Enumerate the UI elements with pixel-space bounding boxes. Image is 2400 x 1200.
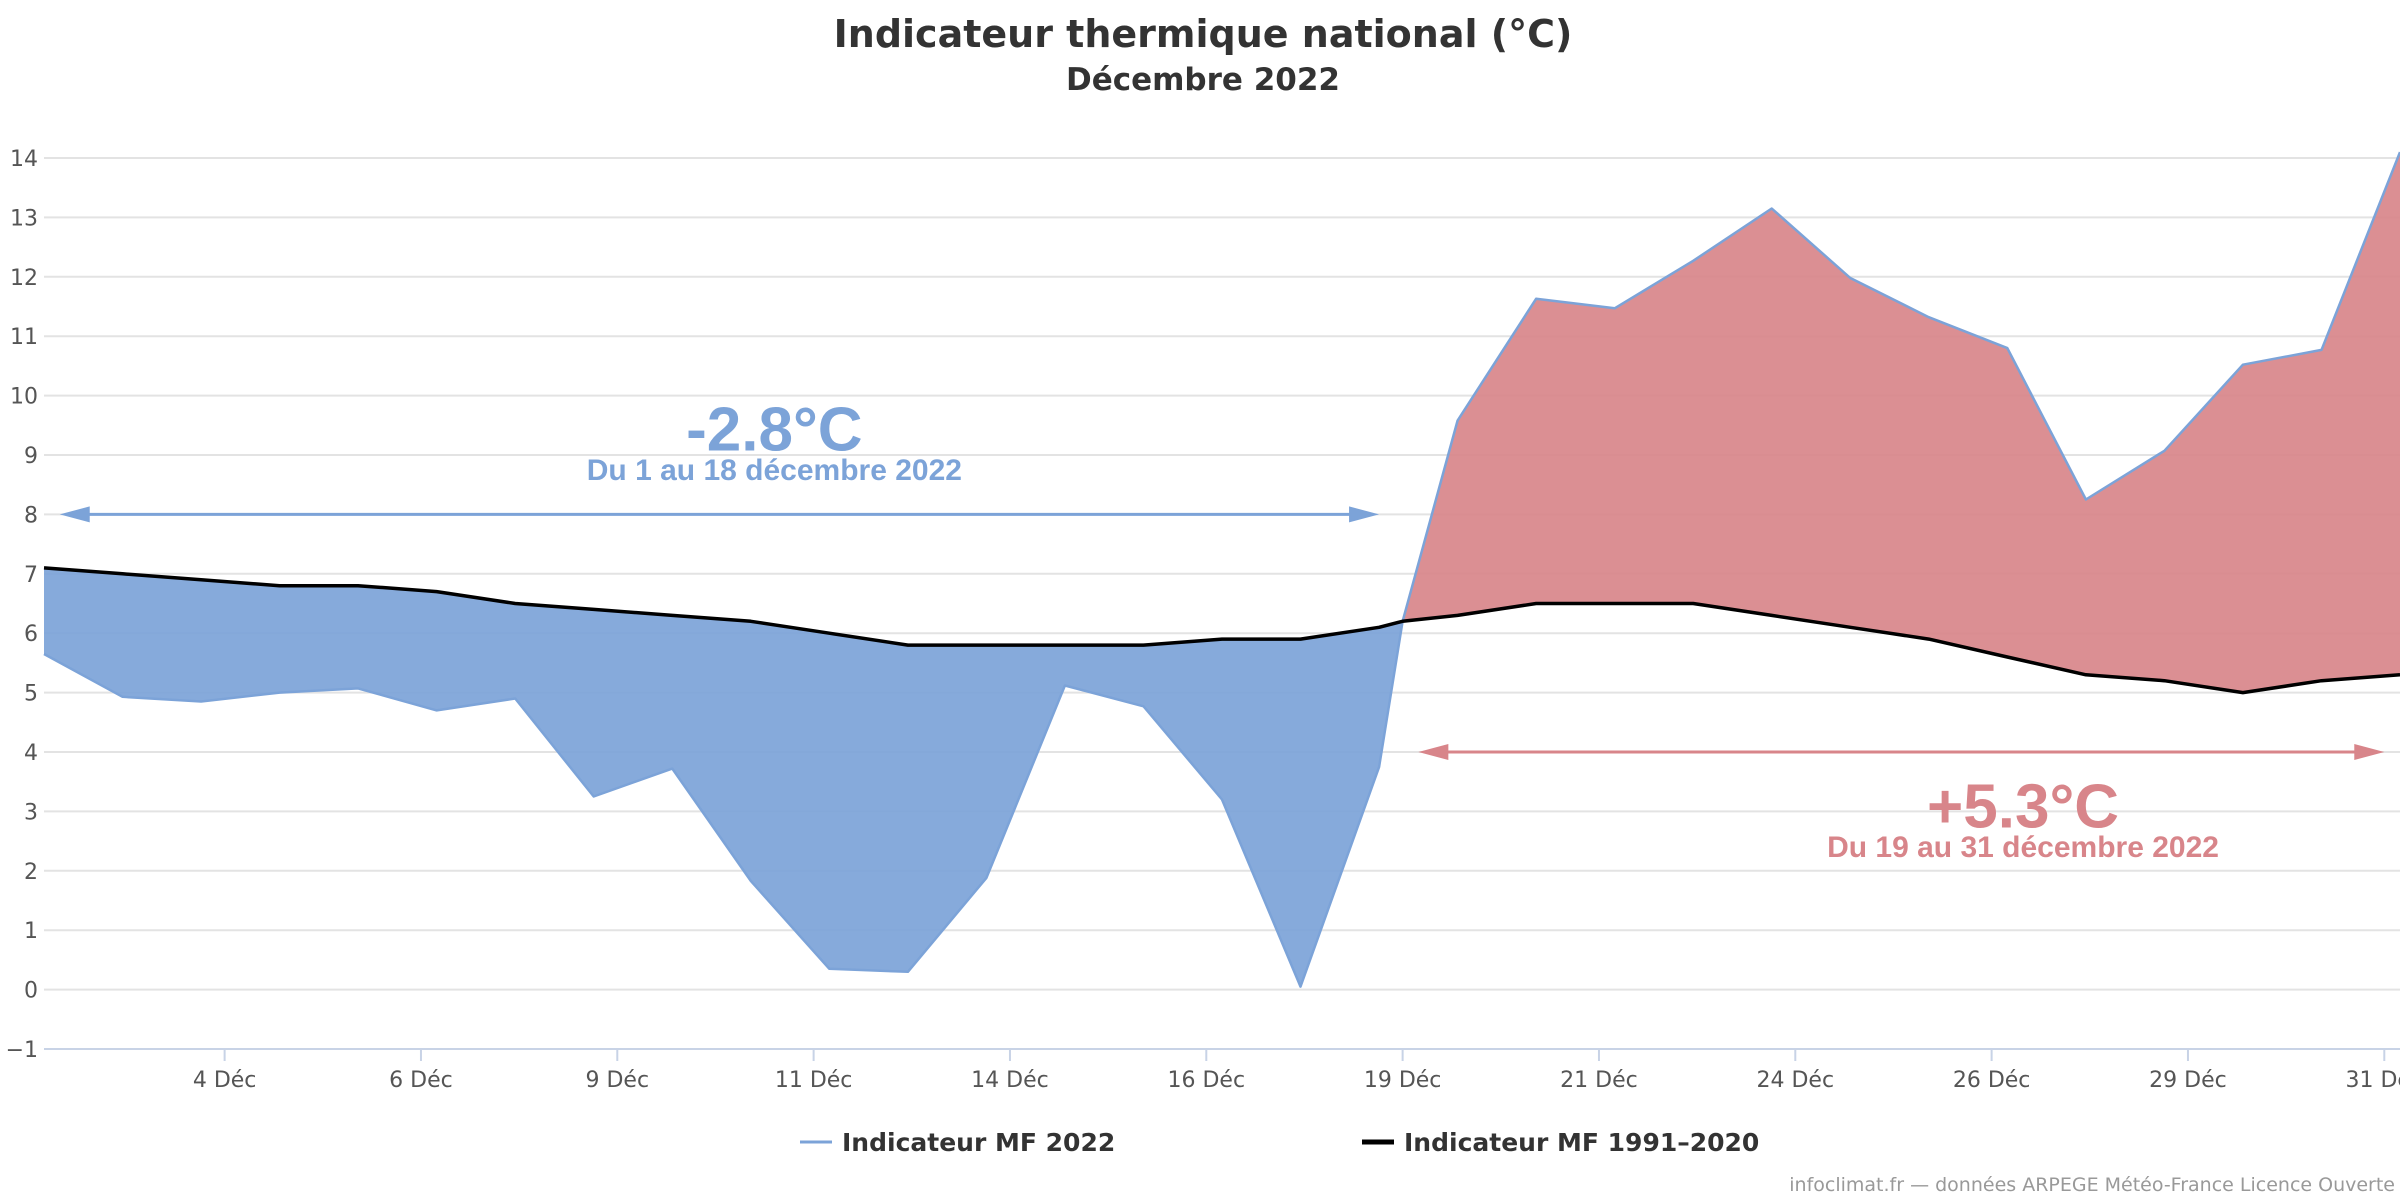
fill-above-normal <box>1402 152 2400 693</box>
area-below-normal <box>44 567 1403 987</box>
y-tick-label: 14 <box>10 147 38 172</box>
x-tick-label: 31 Déc <box>2346 1068 2400 1093</box>
y-tick-label: −1 <box>6 1038 38 1063</box>
chart-title: Indicateur thermique national (°C) <box>834 12 1573 56</box>
annotation-arrow-head-left <box>1418 744 1449 760</box>
x-tick-label: 14 Déc <box>971 1068 1049 1093</box>
annotation-arrow-head-right <box>1349 506 1380 523</box>
fill-below-normal <box>44 567 1403 987</box>
annotation-period: Du 19 au 31 décembre 2022 <box>1827 831 2219 864</box>
series-line-normal <box>43 566 2400 695</box>
legend-label: Indicateur MF 2022 <box>842 1128 1115 1157</box>
x-tick-label: 6 Déc <box>389 1068 453 1093</box>
y-tick-label: 4 <box>24 741 38 766</box>
area-above-normal <box>1402 152 2400 693</box>
y-tick-label: 8 <box>24 503 38 528</box>
x-tick-label: 26 Déc <box>1953 1068 2031 1093</box>
chart-credit: infoclimat.fr — données ARPEGE Météo-Fra… <box>1789 1174 2395 1196</box>
y-tick-label: 12 <box>10 266 38 291</box>
annotation-value: +5.3°C <box>1927 772 2119 841</box>
y-tick-label: 11 <box>10 325 38 350</box>
annotation-arrow-head-left <box>59 506 90 523</box>
legend-label: Indicateur MF 1991–2020 <box>1404 1128 1759 1157</box>
legend[interactable]: Indicateur MF 2022 Indicateur MF 1991–202… <box>800 1128 1759 1157</box>
x-tick-label: 4 Déc <box>193 1068 257 1093</box>
y-tick-label: 2 <box>24 860 38 885</box>
chart-subtitle: Décembre 2022 <box>1066 62 1340 98</box>
y-tick-label: 9 <box>24 444 38 469</box>
x-tick-label: 16 Déc <box>1168 1068 1246 1093</box>
y-tick-label: 13 <box>10 206 38 231</box>
x-axis: 4 Déc 6 Déc 9 Déc 11 Déc 14 Déc 16 Déc 19 Déc 2… <box>193 1049 2400 1093</box>
x-tick-label: 29 Déc <box>2149 1068 2227 1093</box>
x-tick-label: 19 Déc <box>1364 1068 1442 1093</box>
series-line-2022 <box>43 151 2400 988</box>
y-tick-label: 3 <box>24 800 38 825</box>
annotation-value: -2.8°C <box>686 395 862 464</box>
x-tick-label: 9 Déc <box>586 1068 650 1093</box>
annotations: -2.8°CDu 1 au 18 décembre 2022 +5.3°CDu 1… <box>59 395 2385 864</box>
y-tick-label: 7 <box>24 563 38 588</box>
annotation-arrow-head-right <box>2354 744 2385 760</box>
annotation-period: Du 1 au 18 décembre 2022 <box>587 454 962 487</box>
x-tick-label: 24 Déc <box>1757 1068 1835 1093</box>
y-tick-label: 1 <box>24 919 38 944</box>
x-tick-label: 11 Déc <box>775 1068 853 1093</box>
y-tick-label: 5 <box>24 682 38 707</box>
series-lines <box>43 151 2400 988</box>
x-tick-label: 21 Déc <box>1560 1068 1638 1093</box>
y-tick-label: 10 <box>10 385 38 410</box>
y-tick-label: 6 <box>24 622 38 647</box>
y-tick-label: 0 <box>24 979 38 1004</box>
